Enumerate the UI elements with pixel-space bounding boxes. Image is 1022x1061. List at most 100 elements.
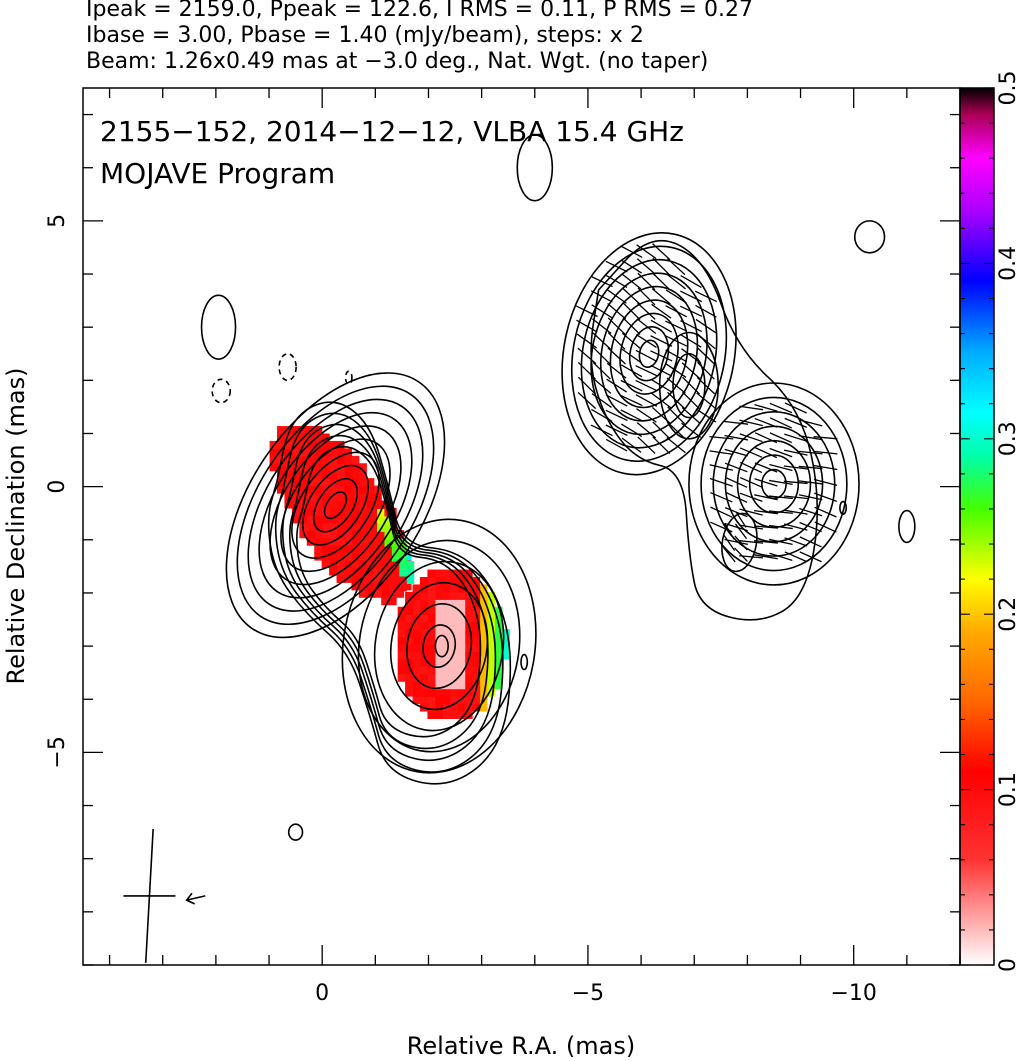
pol-pixel — [405, 674, 413, 682]
pol-pixel — [420, 592, 428, 600]
pol-pixel — [435, 696, 443, 704]
contour-isolated-0 — [202, 295, 236, 359]
pol-pixel — [472, 637, 480, 645]
pol-pixel — [337, 493, 345, 501]
colorbar-tick-label: 0.1 — [996, 772, 1021, 807]
pol-pixel — [344, 456, 352, 464]
pol-pixel — [427, 651, 435, 659]
pol-pixel — [351, 486, 359, 494]
pol-pixel — [472, 651, 480, 659]
pol-pixel — [435, 711, 443, 719]
x-tick-label: −10 — [830, 981, 876, 1006]
pol-pixel — [450, 674, 458, 682]
pol-pixel — [427, 674, 435, 682]
pol-pixel — [413, 637, 421, 645]
contour-isolated-2 — [855, 221, 885, 253]
pol-pixel — [405, 614, 413, 622]
pol-pixel — [420, 614, 428, 622]
pol-pixel — [442, 614, 450, 622]
pol-pixel — [427, 637, 435, 645]
pol-pixel — [457, 637, 465, 645]
pol-pixel — [406, 561, 414, 569]
pol-pixel — [398, 674, 406, 682]
x-tick-label: −5 — [572, 981, 604, 1006]
pol-pixel — [420, 644, 428, 652]
pol-pixel — [398, 644, 406, 652]
x-tick-label: 0 — [315, 981, 329, 1006]
colorbar: 00.10.20.30.40.5 — [960, 71, 1021, 973]
pol-pixel — [450, 614, 458, 622]
pol-pixel — [398, 622, 406, 630]
pol-pixel — [398, 659, 406, 667]
pol-pixel — [457, 659, 465, 667]
evpa-tick — [653, 422, 670, 439]
pol-pixel — [405, 607, 413, 615]
pol-pixel — [472, 659, 480, 667]
pol-pixel — [344, 463, 352, 471]
pol-pixel — [351, 456, 359, 464]
y-axis-title: Relative Declination (mas) — [2, 367, 30, 684]
contour-negative-1 — [279, 354, 296, 381]
y-tick-label: −5 — [45, 736, 70, 768]
pol-pixel — [322, 523, 330, 531]
pol-pixel — [399, 568, 407, 576]
plot-frame — [83, 88, 960, 965]
pol-pixel — [420, 674, 428, 682]
pol-pixel — [413, 666, 421, 674]
colorbar-gradient — [960, 88, 994, 965]
pol-pixel — [427, 570, 435, 578]
pol-pixel — [427, 696, 435, 704]
pol-pixel — [359, 478, 367, 486]
pol-pixel — [359, 560, 367, 568]
pol-pixel — [457, 681, 465, 689]
axes: 0 −5 −10 5 0 −5 — [45, 88, 960, 1006]
pol-pixel — [465, 607, 473, 615]
evpa-tick — [735, 548, 748, 561]
pol-pixel — [420, 599, 428, 607]
evpa-tick — [638, 288, 655, 305]
pol-pixel — [435, 689, 443, 697]
pol-pixel — [337, 471, 345, 479]
pol-pixel — [351, 493, 359, 501]
pol-pixel — [329, 500, 337, 508]
pol-pixel — [427, 592, 435, 600]
pol-pixel — [442, 674, 450, 682]
colorbar-tick-label: 0 — [996, 958, 1021, 972]
pol-pixel — [399, 576, 407, 584]
pol-pixel — [450, 622, 458, 630]
evpa-tick — [710, 451, 734, 454]
pol-pixel — [457, 622, 465, 630]
pol-pixel — [435, 674, 443, 682]
pol-pixel — [427, 711, 435, 719]
pol-pixel — [359, 590, 367, 598]
pol-pixel — [442, 711, 450, 719]
pol-pixel — [314, 553, 322, 561]
pol-pixel — [457, 689, 465, 697]
pol-pixel — [351, 471, 359, 479]
pol-pixel — [413, 644, 421, 652]
evpa-tick — [683, 392, 700, 409]
pol-pixel — [344, 471, 352, 479]
pol-pixel — [435, 614, 443, 622]
evpa-tick — [591, 291, 612, 302]
evpa-tick — [814, 479, 837, 485]
colorbar-tick-label: 0.2 — [996, 597, 1021, 632]
pol-pixel — [314, 545, 322, 553]
contour-isolated-5 — [289, 824, 303, 840]
contour-west-lobe-south-1 — [701, 397, 847, 570]
pol-pixel — [322, 545, 330, 553]
pol-pixel — [413, 689, 421, 697]
y-tick-label: 0 — [45, 480, 70, 494]
contours — [182, 135, 915, 840]
pol-pixel — [413, 599, 421, 607]
pol-pixel — [442, 696, 450, 704]
pol-pixel — [427, 689, 435, 697]
pol-pixel — [351, 545, 359, 553]
pol-pixel — [442, 689, 450, 697]
contour-isolated-3 — [899, 511, 915, 543]
pol-pixel — [427, 644, 435, 652]
pol-pixel — [457, 703, 465, 711]
pol-pixel — [457, 599, 465, 607]
pol-pixel — [442, 644, 450, 652]
